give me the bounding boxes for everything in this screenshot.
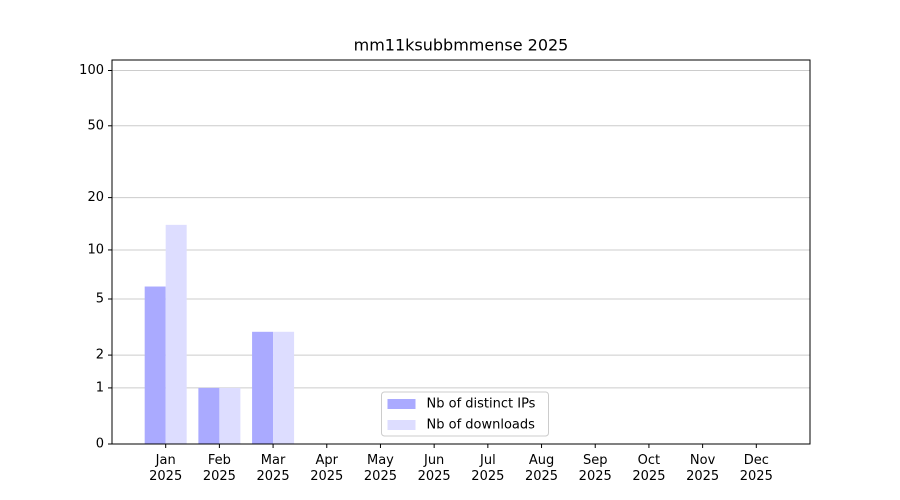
plot-frame: [111, 59, 811, 445]
chart-title: mm11ksubbmmense 2025: [354, 36, 569, 55]
y-tick-label: 2: [96, 348, 104, 363]
x-tick-label: Dec 2025: [739, 453, 773, 484]
legend-label: Nb of distinct IPs: [427, 397, 536, 412]
x-tick-label: Feb 2025: [202, 453, 236, 484]
x-tick-label: Oct 2025: [632, 453, 666, 484]
y-tick-label: 5: [96, 291, 104, 306]
bar: [144, 286, 166, 444]
x-tick-label: Apr 2025: [310, 453, 344, 484]
legend-swatch: [387, 420, 416, 430]
bar: [198, 387, 220, 444]
legend-swatch: [387, 399, 416, 409]
x-tick-label: Aug 2025: [524, 453, 559, 484]
bar: [219, 387, 241, 444]
x-tick-label: Mar 2025: [256, 453, 290, 484]
bar: [165, 224, 187, 444]
x-tick-label: Sep 2025: [578, 453, 612, 484]
bar: [252, 331, 274, 444]
x-tick-label: Jun 2025: [417, 453, 451, 484]
x-tick-label: Nov 2025: [686, 453, 720, 484]
legend-box: [381, 391, 549, 437]
x-tick-label: May 2025: [363, 453, 397, 484]
bar: [273, 331, 295, 444]
x-tick-label: Jan 2025: [149, 453, 183, 484]
x-tick-label: Jul 2025: [471, 453, 505, 484]
y-tick-label: 100: [79, 63, 104, 78]
y-tick-label: 0: [96, 437, 104, 452]
y-tick-label: 10: [87, 242, 104, 257]
y-tick-label: 1: [96, 380, 104, 395]
legend: Nb of distinct IPs Nb of downloads: [381, 391, 549, 437]
y-tick-label: 20: [87, 190, 104, 205]
legend-label: Nb of downloads: [427, 418, 536, 433]
y-tick-label: 50: [87, 118, 104, 133]
